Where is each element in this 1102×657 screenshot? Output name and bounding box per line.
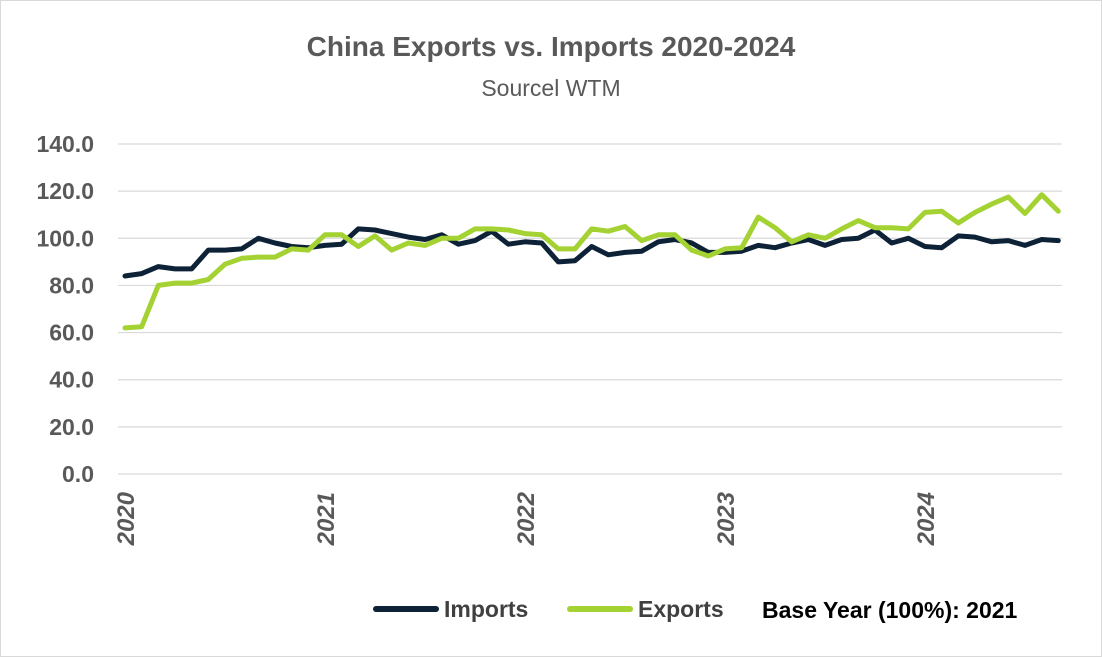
y-tick-label: 60.0 (49, 320, 94, 346)
y-tick-label: 20.0 (49, 414, 94, 440)
legend-label-exports: Exports (638, 596, 724, 622)
y-tick-label: 140.0 (36, 131, 94, 157)
y-tick-label: 120.0 (36, 178, 94, 204)
y-tick-label: 80.0 (49, 272, 94, 298)
y-tick-label: 40.0 (49, 367, 94, 393)
y-axis-ticks: 0.0 20.0 40.0 60.0 80.0 100.0 120.0 140.0 (36, 131, 94, 487)
legend-label-imports: Imports (444, 596, 528, 622)
base-year-note: Base Year (100%): 2021 (762, 597, 1018, 623)
y-tick-label: 0.0 (62, 461, 94, 487)
x-tick-label: 2022 (513, 491, 540, 546)
series-line-exports (122, 192, 1061, 331)
x-tick-label: 2021 (313, 492, 340, 546)
x-axis-ticks: 2020 2021 2022 2023 2024 (113, 491, 940, 546)
legend: Imports Exports (373, 596, 724, 622)
series-line-imports (122, 226, 1061, 279)
x-tick-label: 2024 (913, 492, 940, 546)
x-tick-label: 2023 (713, 491, 740, 546)
gridlines (118, 143, 1062, 475)
chart-title: China Exports vs. Imports 2020-2024 (307, 31, 796, 62)
y-tick-label: 100.0 (36, 225, 94, 251)
chart-subtitle: Sourcel WTM (481, 75, 620, 101)
series-lines (122, 192, 1061, 331)
x-tick-label: 2020 (113, 491, 140, 546)
